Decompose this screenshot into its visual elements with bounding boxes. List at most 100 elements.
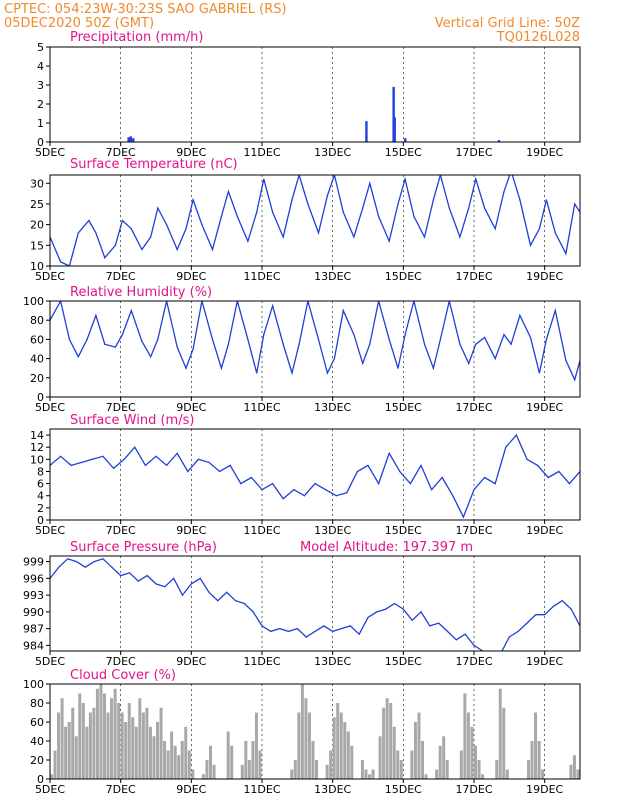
- x-tick-label: 17DEC: [455, 270, 492, 283]
- data-point: [517, 630, 519, 633]
- data-point: [220, 215, 222, 217]
- data-point: [367, 616, 369, 619]
- cloud-bar: [78, 693, 82, 779]
- precip-bar: [392, 86, 395, 142]
- series-group: [50, 558, 580, 651]
- x-tick-label: 19DEC: [526, 783, 563, 796]
- data-point: [511, 170, 512, 171]
- data-point: [314, 483, 316, 485]
- data-point: [287, 630, 290, 633]
- data-point: [402, 608, 404, 610]
- data-point: [104, 257, 106, 259]
- y-tick-label: 60: [30, 716, 44, 729]
- data-point: [473, 489, 475, 491]
- data-point: [144, 464, 146, 466]
- data-point: [250, 476, 252, 479]
- series-group: [127, 86, 501, 142]
- y-tick-label: 987: [23, 623, 44, 636]
- data-point: [404, 334, 406, 336]
- data-point: [181, 594, 184, 596]
- data-point: [462, 516, 464, 518]
- y-tick-label: 4: [37, 490, 44, 503]
- cloud-bar: [502, 707, 506, 779]
- data-point: [508, 636, 510, 638]
- y-tick-label: 993: [23, 589, 44, 602]
- data-point: [519, 314, 521, 316]
- data-point: [208, 461, 210, 463]
- x-tick-label: 5DEC: [35, 401, 65, 414]
- cloud-bar: [177, 755, 181, 779]
- data-point: [247, 240, 249, 242]
- data-point: [261, 489, 263, 491]
- data-point: [574, 203, 576, 205]
- y-tick-label: 100: [23, 295, 44, 308]
- x-tick-label: 5DEC: [35, 783, 65, 796]
- data-point: [270, 630, 272, 633]
- data-point: [86, 338, 88, 340]
- model-id: TQ0126L028: [496, 30, 580, 45]
- data-point: [60, 261, 62, 263]
- y-tick-label: 984: [23, 639, 44, 652]
- data-point: [411, 619, 413, 621]
- data-point: [484, 336, 486, 339]
- data-point: [113, 467, 115, 470]
- precip-bar: [127, 137, 130, 142]
- data-point: [305, 636, 307, 638]
- data-point: [272, 211, 274, 213]
- y-tick-label: 0: [37, 773, 44, 786]
- data-point: [464, 633, 466, 635]
- data-point: [333, 358, 336, 360]
- cloud-bar: [572, 755, 576, 779]
- cloud-bar: [360, 760, 364, 779]
- cloud-bar: [138, 698, 142, 779]
- data-point: [545, 338, 548, 340]
- panel-frame: [49, 46, 581, 143]
- data-point: [279, 628, 281, 630]
- y-tick-label: 4: [37, 60, 44, 73]
- x-tick-label: 15DEC: [385, 146, 422, 159]
- cloud-bar: [124, 722, 128, 779]
- data-point: [529, 336, 532, 339]
- cloud-bar: [392, 726, 396, 779]
- cloud-bar: [304, 698, 308, 779]
- data-point: [317, 232, 320, 234]
- y-tick-label: 0: [37, 136, 44, 149]
- data-point: [155, 583, 157, 585]
- data-point: [376, 611, 378, 613]
- x-tick-label: 9DEC: [176, 655, 206, 668]
- cloud-bar: [117, 703, 121, 779]
- data-point: [397, 203, 399, 205]
- data-point: [68, 338, 71, 340]
- panel-title: Surface Temperature (nC): [70, 157, 238, 172]
- data-point: [176, 248, 178, 251]
- cloud-bar: [247, 760, 251, 779]
- data-point: [256, 211, 258, 213]
- data-point: [220, 367, 222, 369]
- cloud-bar: [67, 722, 71, 779]
- cloud-bar: [537, 741, 541, 779]
- data-point: [420, 464, 422, 466]
- data-point: [367, 464, 369, 466]
- data-point: [190, 583, 192, 585]
- data-point: [296, 628, 298, 630]
- cloud-bar: [389, 703, 393, 779]
- data-point: [475, 178, 477, 180]
- series-group: [50, 170, 580, 266]
- data-point: [114, 244, 116, 246]
- cloud-bar: [470, 726, 474, 779]
- data-point: [137, 580, 139, 582]
- panel-title: Relative Humidity (%): [70, 285, 212, 300]
- data-point: [187, 470, 189, 473]
- data-point: [146, 574, 148, 577]
- data-point: [282, 236, 284, 238]
- data-point: [77, 356, 79, 358]
- cloud-bar: [173, 745, 177, 779]
- data-point: [197, 458, 199, 460]
- panel-1: 0 1 2 3 4 5 5DEC 7DEC 9DEC 11DEC 13DEC 15DEC 17DEC 19…: [35, 30, 581, 159]
- x-tick-label: 7DEC: [106, 270, 136, 283]
- panel-title: Surface Pressure (hPa): [70, 540, 217, 555]
- cloud-bar: [95, 688, 99, 779]
- x-tick-label: 15DEC: [385, 783, 422, 796]
- precip-bar: [404, 138, 407, 142]
